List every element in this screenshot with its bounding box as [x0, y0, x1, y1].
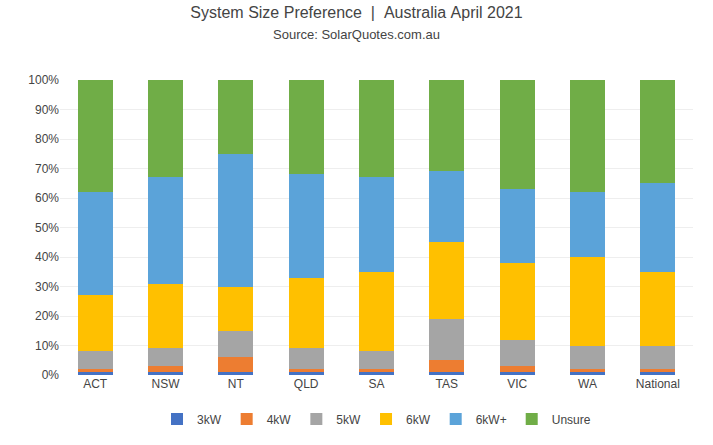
svg-text:ACT: ACT	[83, 377, 108, 391]
svg-text:3kW: 3kW	[197, 413, 222, 427]
svg-text:NT: NT	[228, 377, 245, 391]
svg-text:5kW: 5kW	[336, 413, 361, 427]
svg-text:30%: 30%	[35, 280, 59, 294]
svg-text:SA: SA	[368, 377, 384, 391]
svg-text:90%: 90%	[35, 103, 59, 117]
svg-text:NSW: NSW	[152, 377, 181, 391]
svg-text:6kW: 6kW	[406, 413, 431, 427]
svg-text:National: National	[636, 377, 680, 391]
svg-text:20%: 20%	[35, 309, 59, 323]
svg-text:40%: 40%	[35, 250, 59, 264]
svg-text:80%: 80%	[35, 132, 59, 146]
svg-text:10%: 10%	[35, 339, 59, 353]
svg-text:System Size Preference | Aus: System Size Preference | Australia April…	[190, 4, 522, 42]
svg-text:Unsure: Unsure	[552, 413, 591, 427]
svg-text:WA: WA	[578, 377, 597, 391]
svg-text:60%: 60%	[35, 191, 59, 205]
svg-text:70%: 70%	[35, 162, 59, 176]
svg-text:4kW: 4kW	[267, 413, 292, 427]
svg-text:50%: 50%	[35, 221, 59, 235]
svg-text:TAS: TAS	[436, 377, 458, 391]
svg-text:QLD: QLD	[294, 377, 319, 391]
svg-text:VIC: VIC	[507, 377, 527, 391]
svg-text:0%: 0%	[42, 368, 60, 382]
svg-text:6kW+: 6kW+	[476, 413, 507, 427]
svg-text:100%: 100%	[28, 73, 59, 87]
